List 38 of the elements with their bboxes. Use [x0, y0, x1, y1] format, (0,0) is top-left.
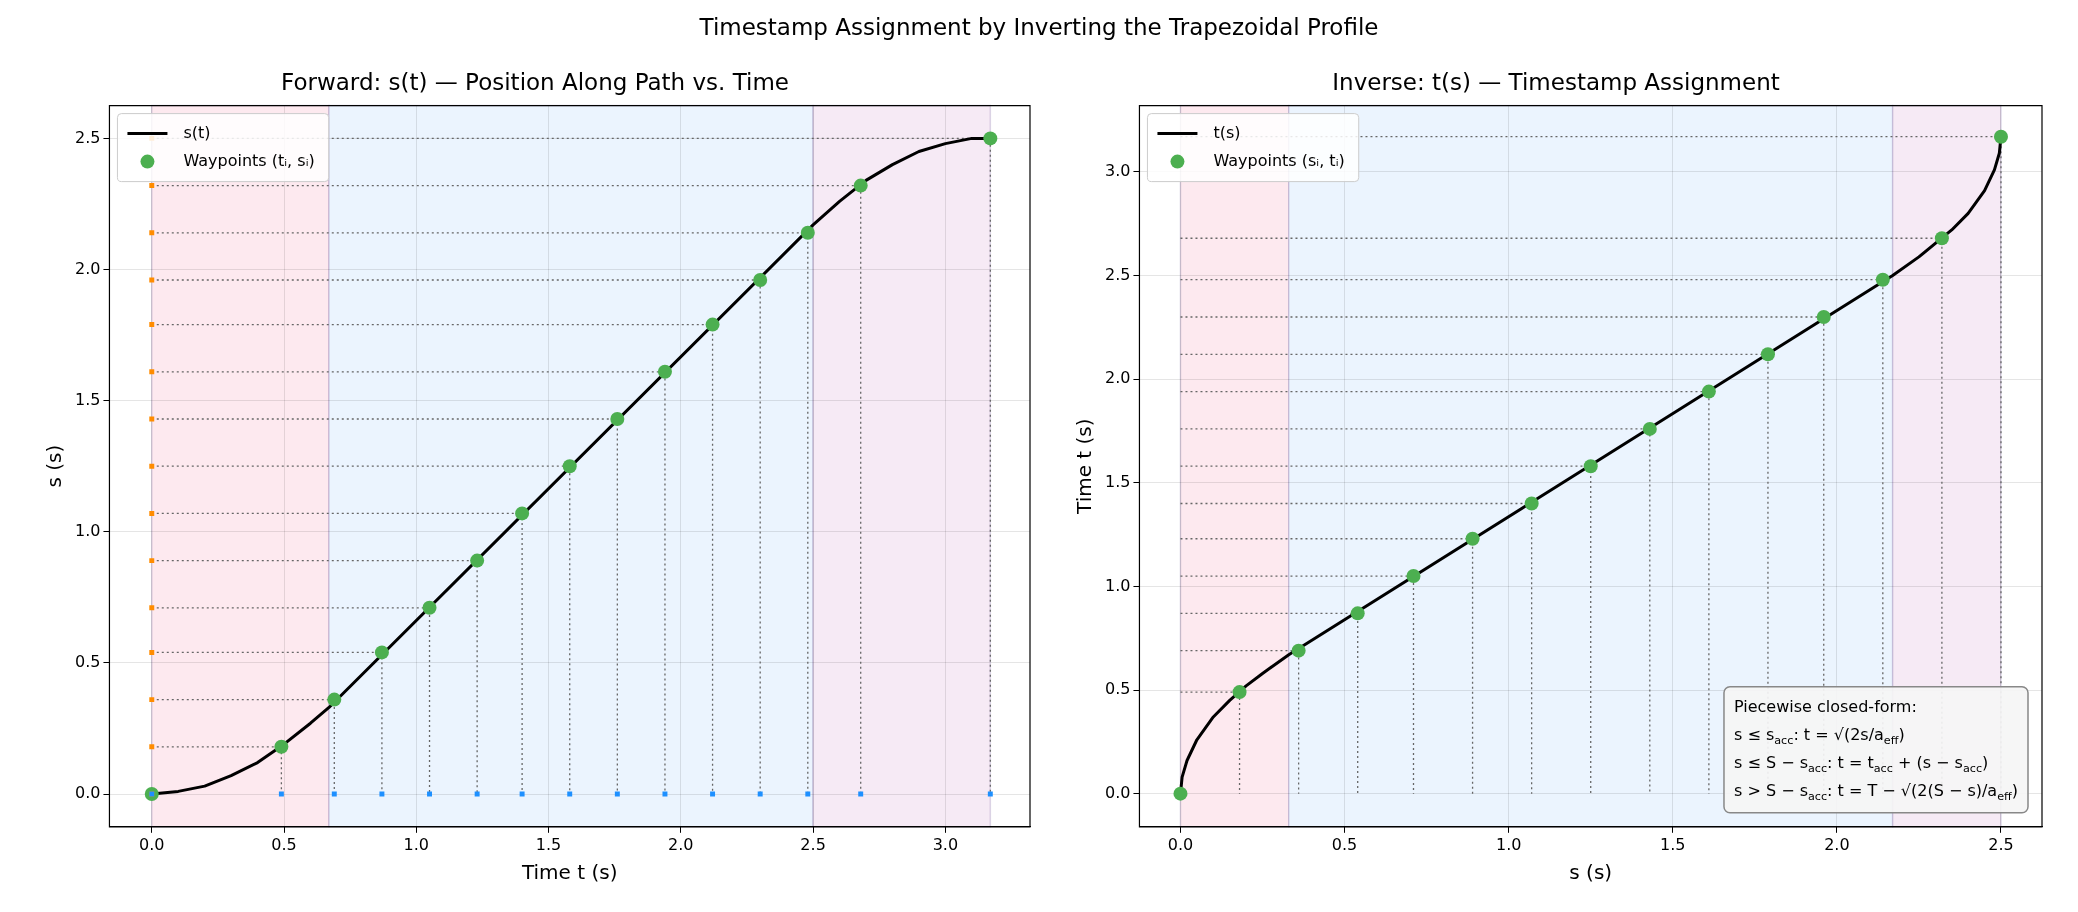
y-tick-label: 2.5 [1104, 264, 1131, 284]
x-tick-label: 2.0 [668, 834, 694, 854]
x-axis-title: s (s) [1569, 860, 1613, 885]
y-tick-label: 1.0 [74, 520, 101, 540]
x-tick-label: 1.0 [403, 834, 430, 854]
x-tick-label: 0.0 [1167, 834, 1194, 854]
x-tick-label: 2.0 [1824, 834, 1850, 854]
x-tick-label: 2.5 [800, 834, 826, 854]
y-tick-label: 1.0 [1104, 575, 1131, 595]
x-tick-label: 1.5 [1660, 834, 1686, 854]
legend-label: s(t) [183, 122, 211, 142]
y-tick-label: 3.0 [1104, 161, 1131, 181]
chart-title: Forward: s(t) — Position Along Path vs. Time [280, 68, 790, 95]
y-tick-label: 2.0 [74, 258, 101, 278]
x-tick-label: 0.5 [1331, 834, 1358, 854]
y-axis-title: Time t (s) [1072, 418, 1097, 515]
y-tick-label: 2.5 [74, 127, 101, 147]
x-tick-label: 0.0 [139, 834, 165, 854]
y-tick-label: 1.5 [74, 389, 101, 409]
y-tick-label: 2.0 [1104, 368, 1131, 388]
chart-title: Inverse: t(s) — Timestamp Assignment [1332, 68, 1780, 95]
y-axis-title: s (s) [42, 444, 67, 488]
legend-label: Waypoints (sᵢ, tᵢ) [1213, 150, 1345, 170]
y-tick-label: 1.5 [1104, 471, 1131, 491]
annotation: Piecewise closed-form: [1733, 696, 1917, 716]
x-tick-label: 3.0 [932, 834, 959, 854]
legend-label: Waypoints (tᵢ, sᵢ) [183, 150, 315, 170]
x-tick-label: 1.0 [1495, 834, 1522, 854]
x-tick-label: 1.5 [535, 834, 562, 854]
legend-label: t(s) [1213, 122, 1241, 142]
y-tick-label: 0.0 [1104, 782, 1131, 802]
chart-subtitle: Timestamp Assignment by Inverting the Trapezoidal Profile [698, 14, 1380, 40]
x-axis-title: Time t (s) [520, 860, 618, 885]
y-tick-label: 0.5 [1104, 679, 1131, 699]
y-tick-label: 0.0 [74, 783, 101, 803]
x-tick-label: 0.5 [271, 834, 297, 854]
x-tick-label: 2.5 [1988, 834, 2014, 854]
y-tick-label: 0.5 [74, 652, 101, 672]
